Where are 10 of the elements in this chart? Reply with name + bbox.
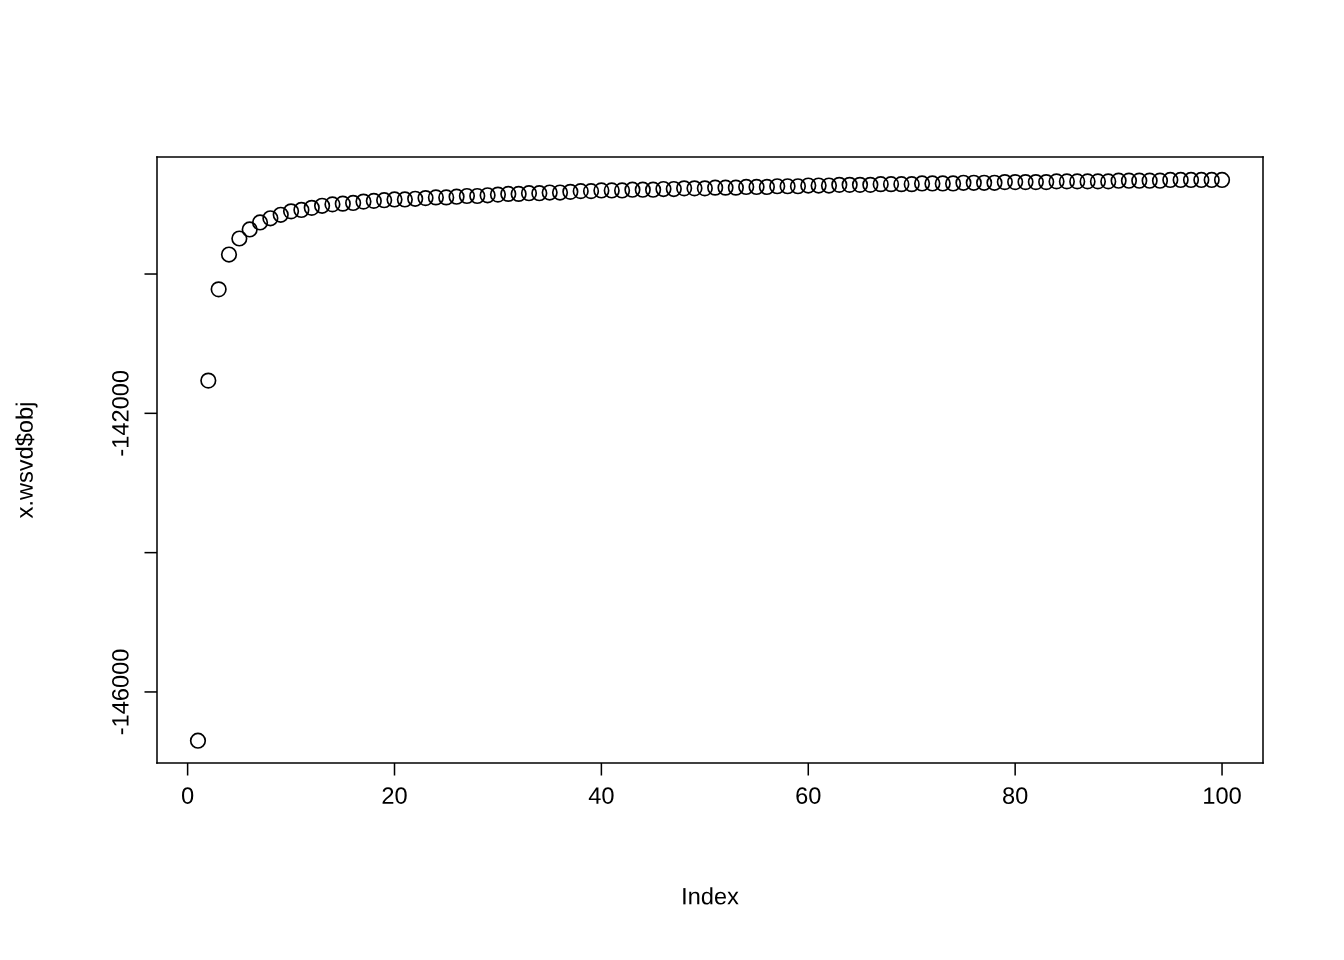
x-axis-title: Index [683,887,739,905]
x-tick-label: 80 [1003,787,1028,804]
y-tick-label: -146000 [112,649,129,735]
x-tick-label: 40 [588,787,614,804]
x-tick-label: 20 [382,787,407,804]
x-tick-label: 60 [796,787,821,804]
x-tick-label: 100 [1204,787,1241,804]
y-axis-title: x.wsvd$obj [15,403,38,519]
y-tick-label: -142000 [112,370,129,456]
x-tick-label: 0 [181,787,194,804]
